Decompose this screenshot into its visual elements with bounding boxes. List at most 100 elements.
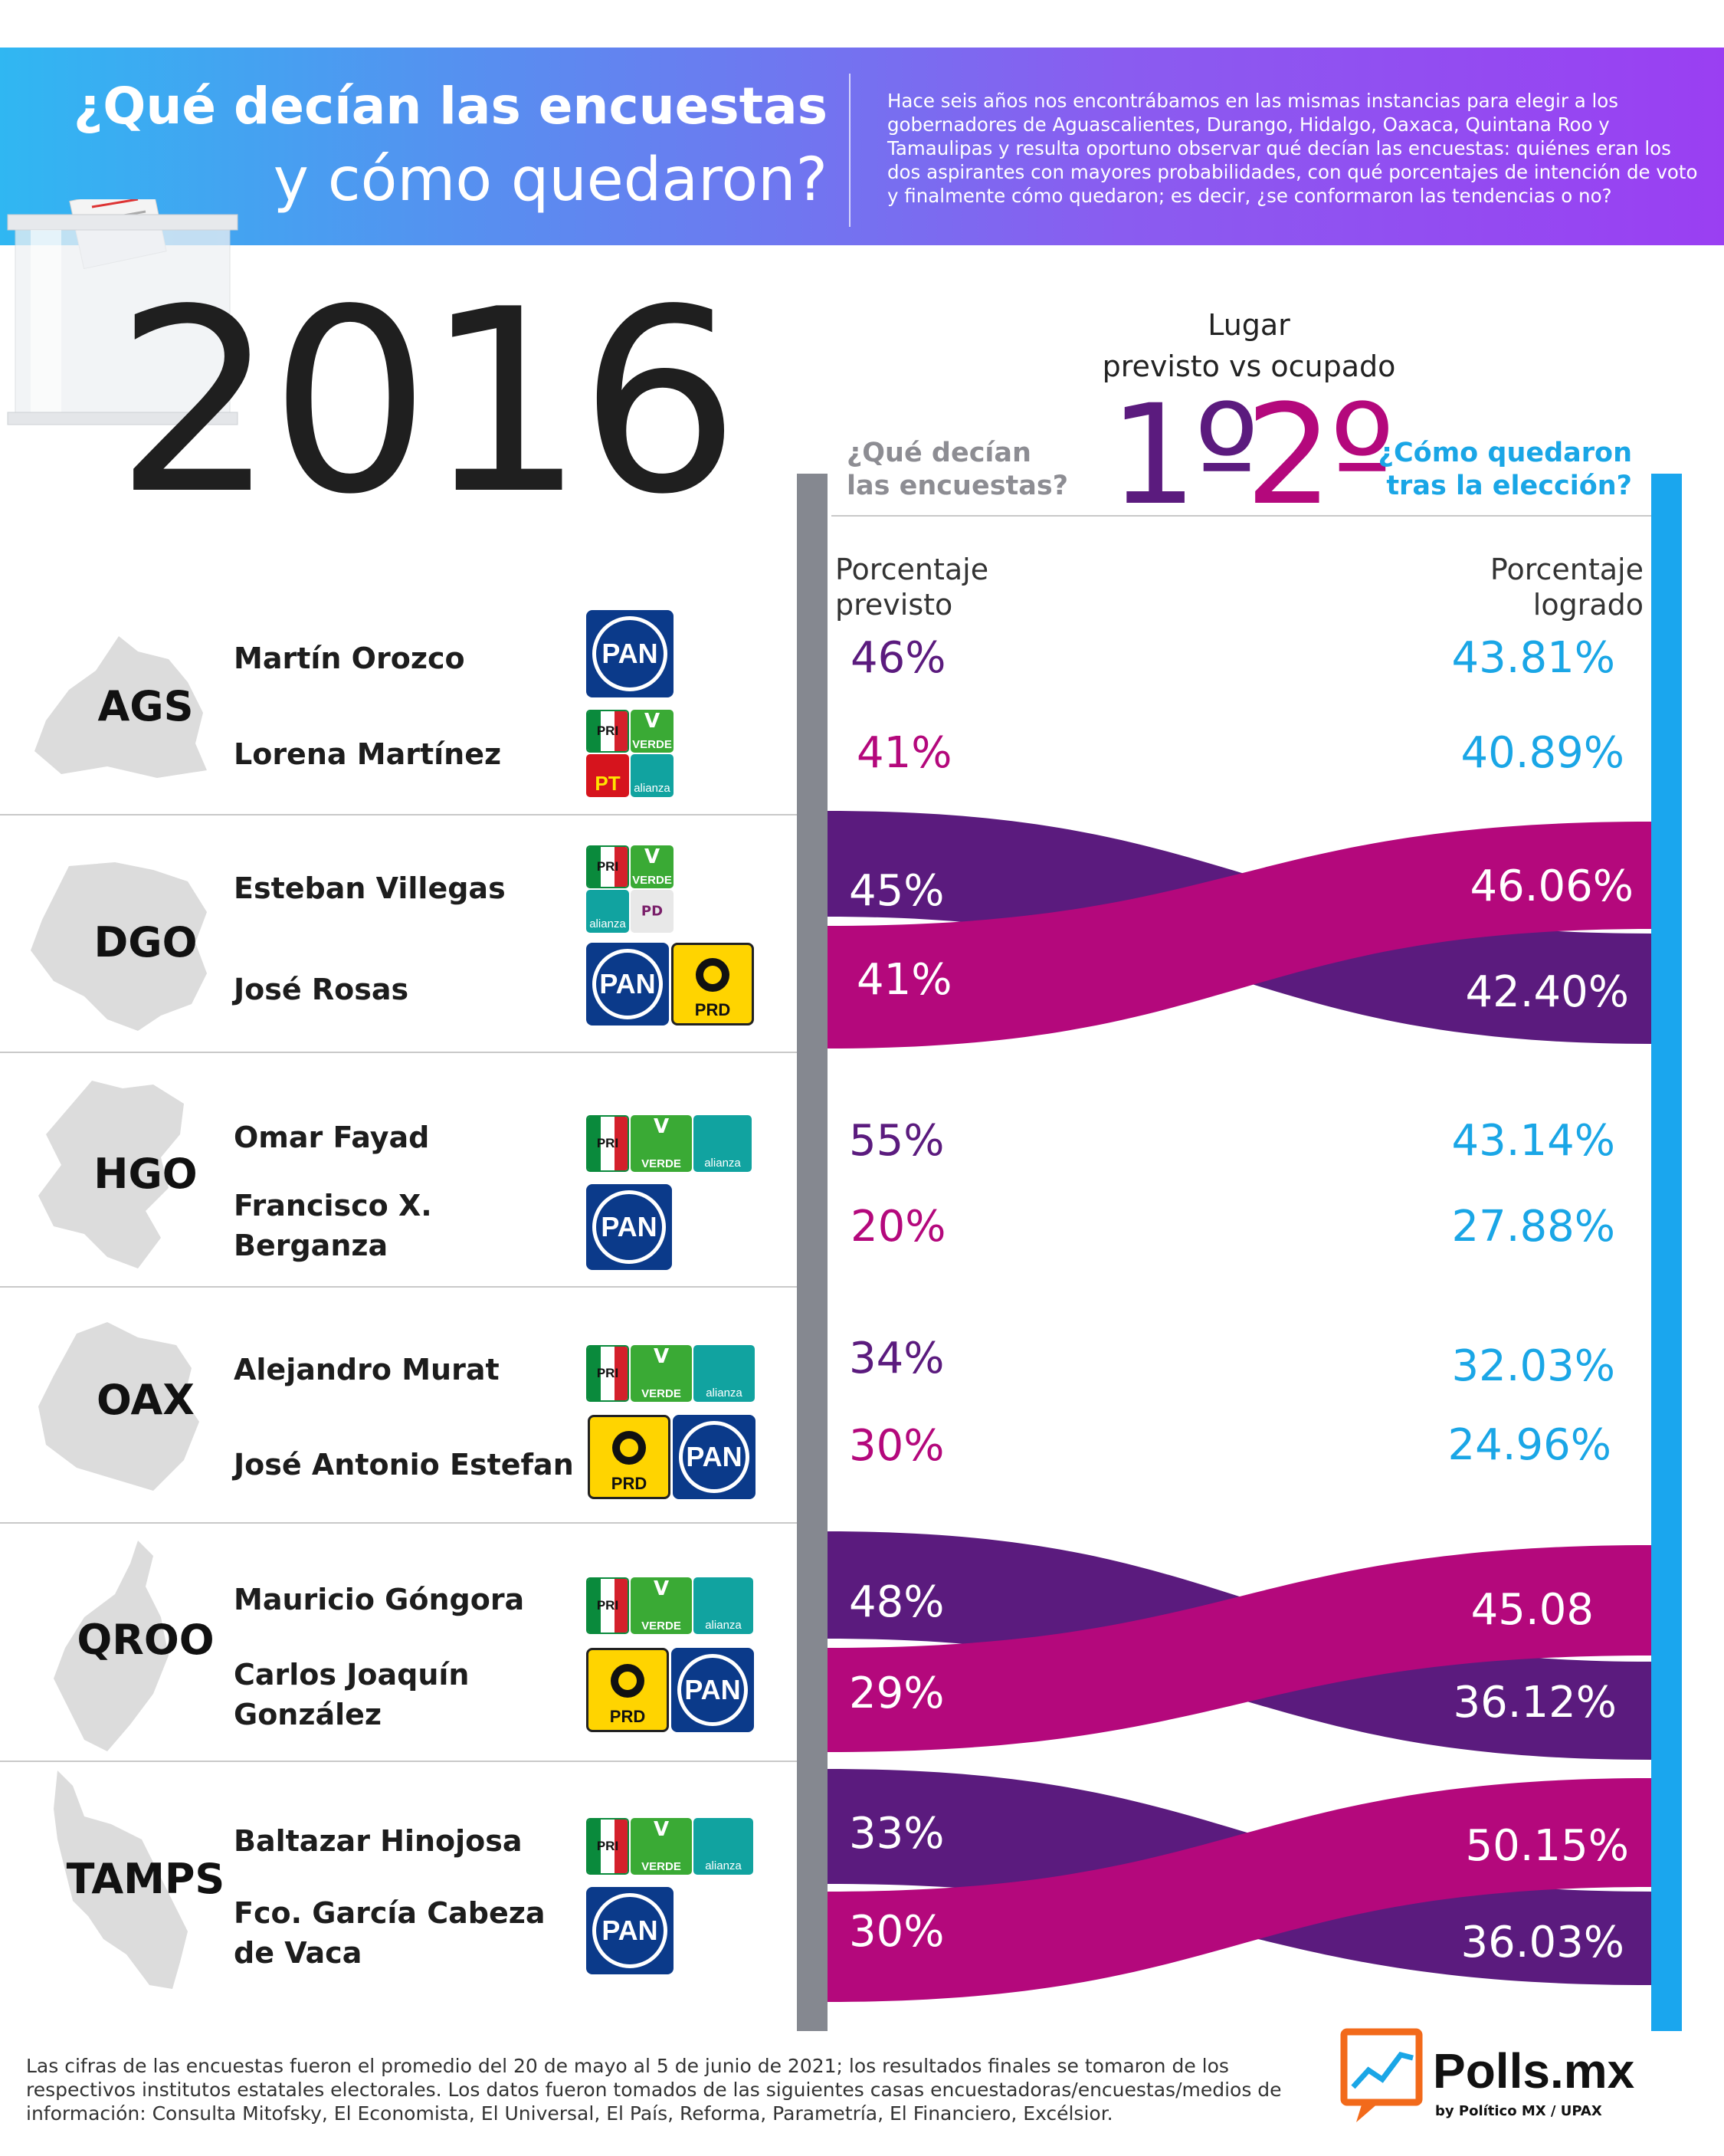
row-separator bbox=[0, 1522, 797, 1524]
verde-logo: V VERDE bbox=[631, 710, 674, 753]
verde-logo: V VERDE bbox=[631, 1577, 692, 1634]
pan-logo: PAN bbox=[586, 610, 674, 697]
state-map-hgo bbox=[38, 1081, 184, 1268]
candidate-name: Alejandro Murat bbox=[234, 1353, 500, 1386]
intro-text: Hace seis años nos encontrábamos en las … bbox=[887, 90, 1698, 207]
result-axis-bar bbox=[1651, 474, 1682, 2031]
verde-logo: V VERDE bbox=[631, 1818, 692, 1875]
candidate-name: José Antonio Estefan bbox=[234, 1448, 574, 1482]
achieved-value: 32.03% bbox=[1451, 1341, 1615, 1391]
nueva-alianza-logo: alianza bbox=[693, 1345, 755, 1402]
pan-logo: PAN bbox=[671, 1648, 754, 1732]
state-map-dgo bbox=[31, 862, 207, 1031]
achieved-value: 42.40% bbox=[1465, 967, 1629, 1017]
legend-lugar: Lugar bbox=[1208, 308, 1290, 342]
state-abbr-oax: OAX bbox=[97, 1376, 195, 1424]
predicted-value: 48% bbox=[849, 1577, 945, 1627]
pan-logo: PAN bbox=[586, 1887, 674, 1974]
achieved-value: 46.06% bbox=[1470, 861, 1634, 911]
nueva-alianza-logo: alianza bbox=[631, 754, 674, 797]
achieved-value: 40.89% bbox=[1460, 728, 1624, 778]
pri-logo: PRI bbox=[586, 1577, 629, 1634]
candidate-name: Mauricio Góngora bbox=[234, 1583, 525, 1616]
brand-name: Polls.mx bbox=[1433, 2043, 1635, 2099]
row-separator bbox=[0, 814, 797, 815]
legend-second-place: 2º bbox=[1245, 376, 1395, 536]
achieved-value: 43.81% bbox=[1451, 633, 1615, 683]
nueva-alianza-logo: alianza bbox=[693, 1818, 753, 1875]
title-line-2: y cómo quedaron? bbox=[273, 146, 828, 215]
state-abbr-dgo: DGO bbox=[93, 918, 198, 966]
pd-logo: PD bbox=[631, 890, 674, 933]
state-abbr-tamps: TAMPS bbox=[66, 1855, 225, 1903]
legend-first-place: 1º bbox=[1109, 376, 1259, 536]
predicted-header: Porcentaje previsto bbox=[835, 553, 989, 622]
predicted-value: 45% bbox=[849, 866, 945, 916]
pri-logo: PRI bbox=[586, 845, 629, 888]
header-divider bbox=[849, 74, 851, 227]
left-column-question: ¿Qué decían las encuestas? bbox=[847, 438, 1069, 501]
ribbon-second-tamps bbox=[828, 1778, 1651, 2002]
verde-logo: V VERDE bbox=[631, 1345, 692, 1402]
state-map-ags bbox=[34, 636, 207, 778]
state-map-oax bbox=[38, 1322, 199, 1491]
predicted-value: 34% bbox=[849, 1334, 945, 1383]
pri-logo: PRI bbox=[586, 1115, 629, 1172]
achieved-value: 24.96% bbox=[1447, 1420, 1611, 1470]
nueva-alianza-logo: alianza bbox=[693, 1115, 752, 1172]
predicted-value: 30% bbox=[849, 1907, 945, 1957]
achieved-value: 43.14% bbox=[1451, 1116, 1615, 1166]
achieved-value: 36.12% bbox=[1453, 1678, 1617, 1728]
brand-subtitle: by Político MX / UPAX bbox=[1435, 2103, 1602, 2119]
ballot-box-icon bbox=[7, 199, 238, 425]
predicted-value: 20% bbox=[851, 1202, 946, 1252]
polls-chart-icon bbox=[1340, 2028, 1423, 2122]
candidate-name: Carlos Joaquín bbox=[234, 1658, 470, 1692]
candidate-name: Berganza bbox=[234, 1229, 388, 1262]
state-map-tamps bbox=[54, 1770, 188, 1989]
predicted-value: 30% bbox=[849, 1421, 945, 1471]
pan-logo: PAN bbox=[673, 1415, 755, 1499]
footer-note: Las cifras de las encuestas fueron el pr… bbox=[26, 2055, 1282, 2125]
row-separator bbox=[0, 1761, 797, 1762]
prd-logo: PRD bbox=[588, 1415, 670, 1499]
nueva-alianza-logo: alianza bbox=[693, 1577, 753, 1634]
verde-logo: V VERDE bbox=[631, 1115, 692, 1172]
state-abbr-hgo: HGO bbox=[93, 1150, 198, 1198]
predicted-value: 46% bbox=[851, 633, 946, 683]
predicted-value: 41% bbox=[857, 728, 952, 778]
survey-axis-bar bbox=[797, 474, 828, 2031]
year-title: 2016 bbox=[115, 255, 740, 550]
pan-logo: PAN bbox=[586, 1184, 672, 1270]
achieved-value: 45.08 bbox=[1470, 1585, 1594, 1635]
predicted-value: 55% bbox=[849, 1116, 945, 1166]
legend-rule bbox=[831, 515, 1651, 517]
state-map-qroo bbox=[54, 1541, 169, 1751]
header-banner bbox=[0, 48, 1724, 245]
prd-logo: PRD bbox=[671, 943, 754, 1025]
achieved-value: 36.03% bbox=[1460, 1918, 1624, 1967]
row-separator bbox=[0, 1052, 797, 1053]
candidate-name: González bbox=[234, 1698, 382, 1731]
row-separator bbox=[0, 1286, 797, 1288]
achieved-value: 50.15% bbox=[1465, 1821, 1629, 1871]
predicted-value: 33% bbox=[849, 1809, 945, 1859]
nueva-alianza-logo: alianza bbox=[586, 890, 629, 933]
candidate-name: de Vaca bbox=[234, 1936, 362, 1970]
candidate-name: Esteban Villegas bbox=[234, 871, 506, 905]
pan-logo: PAN bbox=[586, 943, 669, 1025]
predicted-value: 41% bbox=[857, 955, 952, 1005]
candidate-name: Martín Orozco bbox=[234, 642, 465, 675]
pri-logo: PRI bbox=[586, 710, 629, 753]
ribbon-second-dgo bbox=[828, 822, 1651, 1048]
state-abbr-ags: AGS bbox=[97, 682, 194, 730]
legend-previsto-vs-ocupado: previsto vs ocupado bbox=[1102, 349, 1396, 383]
candidate-name: Lorena Martínez bbox=[234, 737, 502, 771]
candidate-name: Fco. García Cabeza bbox=[234, 1896, 546, 1930]
candidate-name: Baltazar Hinojosa bbox=[234, 1824, 523, 1858]
pri-logo: PRI bbox=[586, 1818, 629, 1875]
prd-logo: PRD bbox=[586, 1648, 669, 1732]
verde-logo: V VERDE bbox=[631, 845, 674, 888]
candidate-name: Omar Fayad bbox=[234, 1121, 430, 1154]
